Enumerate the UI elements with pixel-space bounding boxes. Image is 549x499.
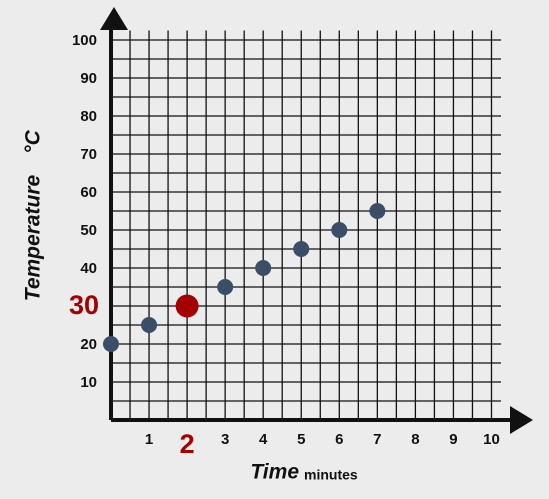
y-arrow xyxy=(100,7,128,30)
x-tick-label: 9 xyxy=(449,431,457,448)
y-tick-label: 30 xyxy=(69,290,99,320)
x-tick-label: 3 xyxy=(221,431,229,448)
y-tick-label: 20 xyxy=(80,336,97,353)
x-tick-label: 4 xyxy=(259,431,268,448)
x-label: Time xyxy=(250,461,299,484)
highlight-point xyxy=(175,294,199,318)
x-tick-label: 2 xyxy=(180,429,195,459)
y-tick-label: 60 xyxy=(80,184,97,201)
y-unit: °C xyxy=(22,129,45,153)
point xyxy=(141,317,158,333)
y-tick-label: 100 xyxy=(72,32,97,49)
y-tick-label: 10 xyxy=(80,374,97,391)
x-tick-label: 1 xyxy=(145,431,153,448)
point xyxy=(103,336,119,352)
point xyxy=(217,279,234,295)
y-tick-label: 40 xyxy=(80,260,97,277)
point xyxy=(255,260,272,276)
point xyxy=(293,241,310,257)
x-tick-label: 7 xyxy=(373,431,381,448)
y-tick-label: 80 xyxy=(80,108,97,125)
x-tick-label: 5 xyxy=(297,431,305,448)
x-tick-label: 6 xyxy=(335,431,343,448)
y-tick-label: 70 xyxy=(80,146,97,163)
x-arrow xyxy=(510,406,533,434)
x-tick-label: 8 xyxy=(411,431,419,448)
point xyxy=(369,203,386,219)
y-label: Temperature xyxy=(22,174,45,301)
y-tick-label: 90 xyxy=(80,70,97,87)
y-tick-label: 50 xyxy=(80,222,97,239)
point xyxy=(331,222,348,238)
x-unit: minutes xyxy=(304,467,358,483)
grid xyxy=(111,30,501,420)
y-title: Temperature °C xyxy=(22,129,45,301)
x-tick-label: 10 xyxy=(483,431,500,448)
